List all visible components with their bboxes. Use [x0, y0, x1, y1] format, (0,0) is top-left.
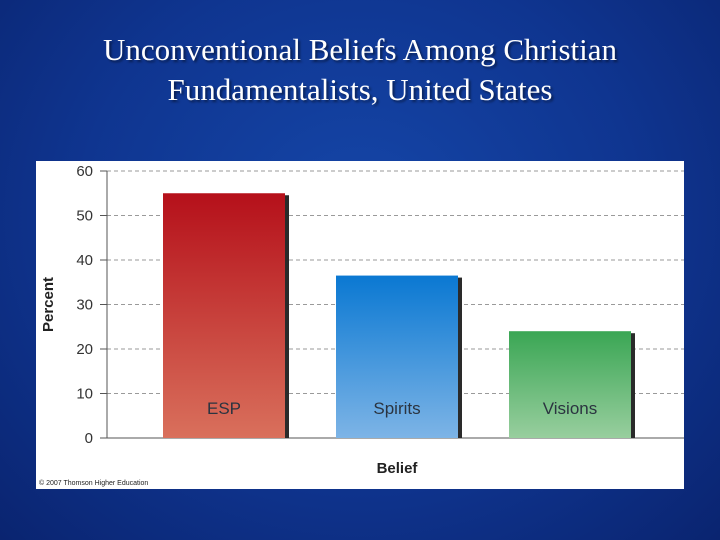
- y-tick-label: 40: [76, 252, 93, 269]
- chart-panel: 0 10 20 30 40 50 60 ESP Spirits Visions Percent …: [36, 161, 684, 489]
- bar-visions: [509, 331, 631, 438]
- y-tick-label: 10: [76, 386, 93, 403]
- bar-spirits: [336, 275, 458, 438]
- y-tick-label: 0: [85, 430, 93, 447]
- y-tick-label: 30: [76, 297, 93, 314]
- bar-esp: [163, 193, 285, 438]
- y-tick-label: 60: [76, 163, 93, 180]
- y-tick-label: 20: [76, 341, 93, 358]
- slide-title: Unconventional Beliefs Among Christian F…: [0, 30, 720, 110]
- bars: ESP Spirits Visions: [163, 193, 635, 438]
- copyright-notice: © 2007 Thomson Higher Education: [39, 480, 149, 487]
- bar-label-visions: Visions: [543, 399, 598, 418]
- bar-label-esp: ESP: [207, 399, 241, 418]
- y-axis-label: Percent: [40, 277, 57, 332]
- x-axis-label: Belief: [377, 460, 419, 477]
- axes: 0 10 20 30 40 50 60: [76, 163, 684, 447]
- slide-title-line-1: Unconventional Beliefs Among Christian: [102, 32, 617, 67]
- bar-label-spirits: Spirits: [373, 399, 420, 418]
- slide-title-line-2: Fundamentalists, United States: [167, 72, 553, 107]
- y-tick-label: 50: [76, 208, 93, 225]
